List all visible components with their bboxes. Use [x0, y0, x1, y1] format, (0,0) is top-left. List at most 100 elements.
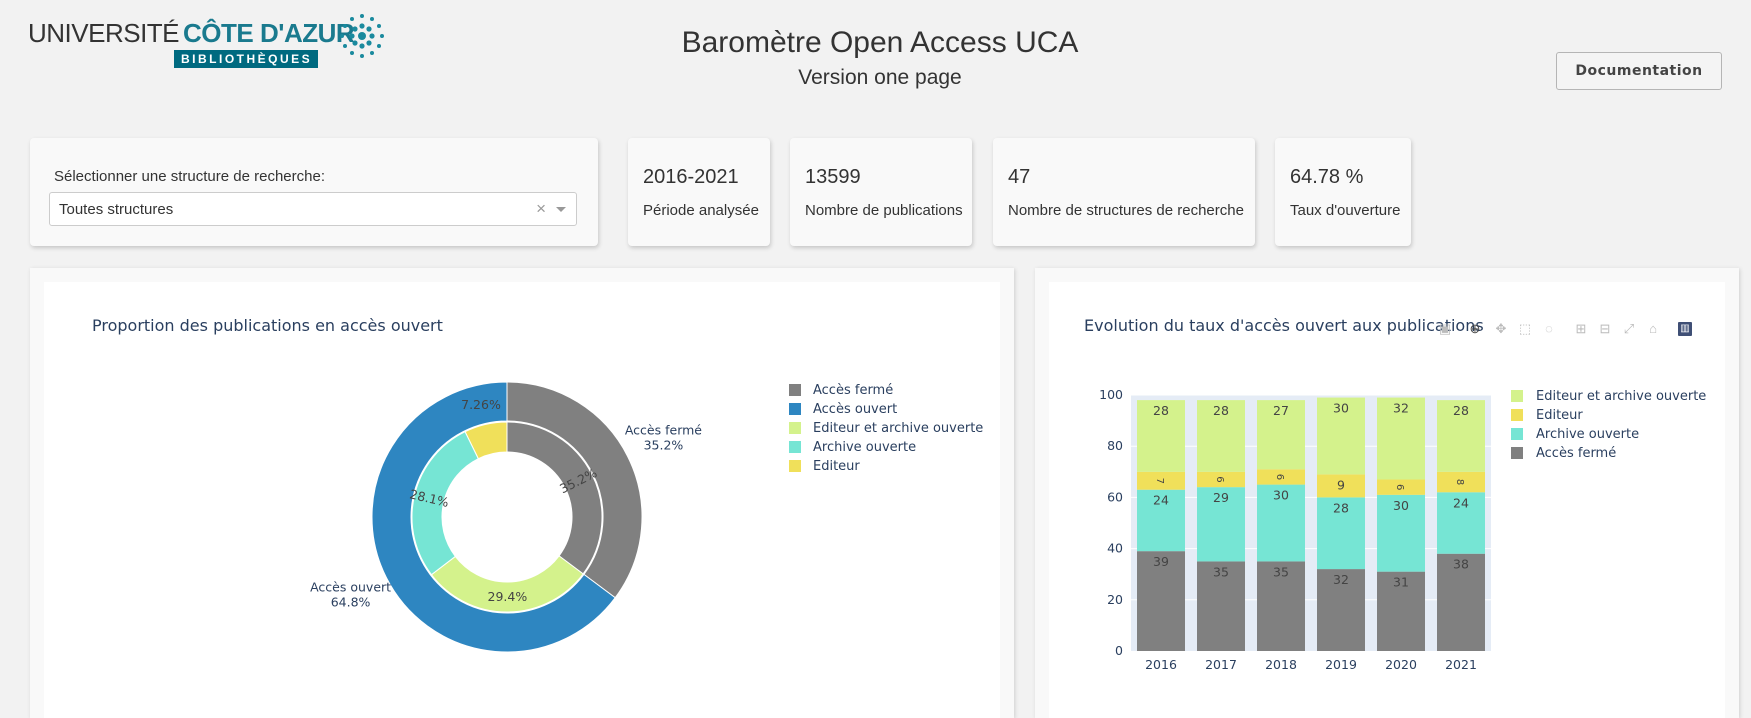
- legend-label-acces-ferme: Accès fermé: [1536, 446, 1616, 461]
- bar-acces-ferme-2020: [1377, 571, 1425, 651]
- kpi-value: 47: [1008, 166, 1031, 188]
- bar-data-label: 35: [1273, 564, 1289, 579]
- kpi-value: 13599: [805, 166, 861, 188]
- legend-label-editeur: Editeur: [1536, 408, 1583, 423]
- bar-data-label: 24: [1153, 493, 1169, 508]
- y-tick-label: 100: [1099, 387, 1123, 402]
- bar-data-label: 32: [1333, 572, 1349, 587]
- box-select-icon[interactable]: ⬚: [1518, 321, 1532, 336]
- inner-slice-label: 29.4%: [488, 589, 528, 604]
- bar-data-label: 28: [1333, 500, 1349, 515]
- legend-swatch-archive-ouverte: [1511, 428, 1523, 440]
- kpi-value: 2016-2021: [643, 166, 739, 188]
- legend-swatch-editeur-et-archive-ouverte: [1511, 390, 1523, 402]
- legend-label-editeur-et-archive-ouverte: Editeur et archive ouverte: [813, 421, 983, 436]
- reset-axes-icon[interactable]: ⌂: [1649, 321, 1657, 336]
- x-tick-label: 2019: [1325, 657, 1357, 672]
- y-tick-label: 40: [1107, 541, 1123, 556]
- legend-label-editeur-et-archive-ouverte: Editeur et archive ouverte: [1536, 389, 1706, 404]
- bar-data-label: 24: [1453, 495, 1469, 510]
- zoom-out-icon[interactable]: ⊟: [1599, 321, 1611, 336]
- page-subtitle: Version one page: [798, 66, 962, 89]
- logo-wordmark: UNIVERSITÉ CÔTE D'AZUR: [28, 18, 355, 48]
- y-tick-label: 20: [1107, 592, 1123, 607]
- bar-acces-ferme-2018: [1257, 561, 1305, 651]
- chevron-down-icon[interactable]: [556, 207, 566, 212]
- donut-chart: Accès fermé 35.2%Accès ouvert 64.8%35.2%29…: [310, 381, 983, 653]
- bar-data-label: 6: [1274, 474, 1285, 480]
- bar-editeur-et-archive-ouverte-2021: [1437, 400, 1485, 472]
- bar-editeur-2020: [1377, 479, 1425, 495]
- bar-editeur-et-archive-ouverte-2017: [1197, 400, 1245, 472]
- logo: UNIVERSITÉ CÔTE D'AZUR BIBLIOTHÈQUES: [28, 10, 398, 72]
- donut-chart-title: Proportion des publications en accès ouv…: [92, 316, 443, 335]
- structure-filter-label: Sélectionner une structure de recherche:: [54, 168, 325, 185]
- bar-acces-ferme-2016: [1137, 551, 1185, 651]
- plot-background: [1131, 395, 1491, 651]
- legend-swatch-acces-ouvert: [789, 403, 801, 415]
- y-tick-label: 0: [1115, 643, 1123, 658]
- x-tick-label: 2018: [1265, 657, 1297, 672]
- bar-editeur-2018: [1257, 469, 1305, 485]
- bar-editeur-et-archive-ouverte-2016: [1137, 400, 1185, 472]
- legend-label-archive-ouverte: Archive ouverte: [1536, 427, 1639, 442]
- x-tick-label: 2020: [1385, 657, 1417, 672]
- bar-data-label: 30: [1273, 488, 1289, 503]
- structure-select-value: Toutes structures: [59, 201, 174, 218]
- logo-university: UNIVERSITÉ: [28, 18, 180, 48]
- camera-icon[interactable]: ▣: [1438, 321, 1452, 336]
- documentation-button[interactable]: Documentation: [1556, 52, 1722, 90]
- kpi-card-structures: 47 Nombre de structures de recherche: [993, 138, 1255, 246]
- bar-data-label: 35: [1213, 564, 1229, 579]
- bar-archive-ouverte-2019: [1317, 497, 1365, 570]
- inner-slice-editeur: [464, 421, 508, 460]
- kpi-card-open-rate: 64.78 % Taux d'ouverture: [1275, 138, 1411, 246]
- zoom-icon[interactable]: ⊕: [1469, 321, 1481, 336]
- kpi-card-period: 2016-2021 Période analysée: [628, 138, 770, 246]
- bar-archive-ouverte-2018: [1257, 484, 1305, 562]
- y-tick-label: 80: [1107, 438, 1123, 453]
- bar-editeur-2016: [1137, 471, 1185, 490]
- lasso-icon[interactable]: ◌: [1545, 321, 1553, 336]
- bar-archive-ouverte-2017: [1197, 487, 1245, 562]
- bar-editeur-et-archive-ouverte-2018: [1257, 400, 1305, 470]
- pan-icon[interactable]: ✥: [1495, 321, 1507, 336]
- legend-swatch-acces-ferme: [789, 384, 801, 396]
- page-title: Baromètre Open Access UCA: [681, 26, 1079, 59]
- legend-label-editeur: Editeur: [813, 459, 860, 474]
- bar-editeur-2019: [1317, 474, 1365, 498]
- kpi-label: Taux d'ouverture: [1290, 202, 1401, 219]
- outer-slice-acces-ouvert: [371, 381, 616, 653]
- kpi-value: 64.78 %: [1290, 166, 1364, 188]
- bar-acces-ferme-2021: [1437, 553, 1485, 651]
- legend-swatch-editeur: [1511, 409, 1523, 421]
- inner-slice-label: 7.26%: [461, 397, 501, 412]
- bar-data-label: 39: [1153, 554, 1169, 569]
- bar-archive-ouverte-2016: [1137, 489, 1185, 552]
- outer-slice-label: Accès fermé 35.2%: [625, 423, 702, 453]
- logo-dots-icon: [340, 14, 384, 58]
- bar-data-label: 28: [1213, 403, 1229, 418]
- zoom-in-icon[interactable]: ⊞: [1575, 321, 1587, 336]
- plotly-logo-icon[interactable]: ▥: [1678, 322, 1692, 336]
- bar-acces-ferme-2019: [1317, 569, 1365, 651]
- bar-data-label: 6: [1394, 484, 1405, 490]
- legend-swatch-editeur: [789, 460, 801, 472]
- bar-data-label: 32: [1393, 401, 1409, 416]
- bar-chart-title: Evolution du taux d'accès ouvert aux pub…: [1084, 316, 1484, 335]
- bar-acces-ferme-2017: [1197, 561, 1245, 651]
- kpi-label: Période analysée: [643, 202, 759, 219]
- x-tick-label: 2017: [1205, 657, 1237, 672]
- x-tick-label: 2016: [1145, 657, 1177, 672]
- legend-label-acces-ouvert: Accès ouvert: [813, 402, 897, 417]
- legend-label-archive-ouverte: Archive ouverte: [813, 440, 916, 455]
- structure-select[interactable]: Toutes structures ×: [49, 192, 577, 226]
- kpi-label: Nombre de structures de recherche: [1008, 202, 1244, 219]
- bar-data-label: 28: [1153, 403, 1169, 418]
- clear-icon[interactable]: ×: [536, 199, 546, 218]
- bar-data-label: 31: [1393, 575, 1409, 590]
- bar-editeur-et-archive-ouverte-2019: [1317, 397, 1365, 475]
- autoscale-icon[interactable]: ⤢: [1623, 321, 1635, 336]
- bar-data-label: 8: [1454, 479, 1465, 485]
- legend-label-acces-ferme: Accès fermé: [813, 383, 893, 398]
